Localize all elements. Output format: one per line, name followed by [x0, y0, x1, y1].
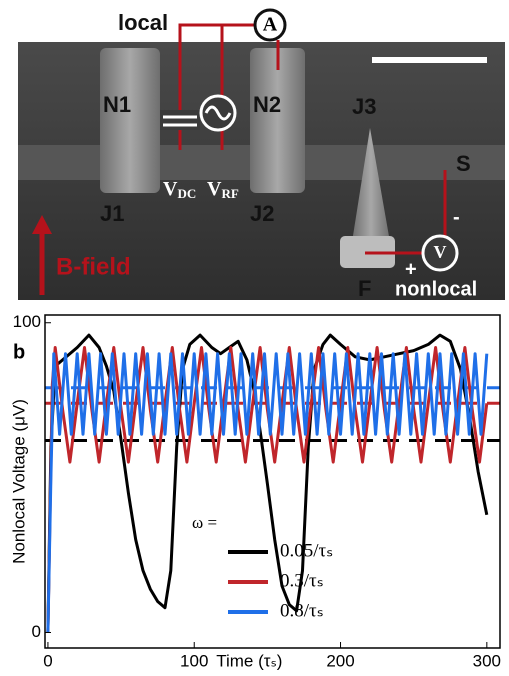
nonlocal-label: nonlocal: [395, 278, 477, 300]
n2-label: N2: [253, 92, 281, 117]
x-axis-label: Time (τₛ): [216, 651, 282, 670]
s-label: S: [456, 151, 471, 176]
sem-image: [18, 42, 505, 300]
voltmeter-symbol: [421, 234, 459, 272]
j2-label: J2: [250, 201, 274, 226]
ammeter-label: A: [263, 14, 278, 36]
chart: 0 100 0 100 200 300 Time (τₛ) Nonlocal Voltage …: [9, 312, 501, 670]
legend-label: 0.05/τₛ: [280, 540, 333, 561]
y-tick-label: 100: [13, 312, 41, 331]
vdc-base: V: [163, 178, 178, 200]
vdc-label: VDC: [163, 178, 196, 201]
x-tick-label: 100: [180, 651, 208, 670]
ammeter-symbol: [253, 8, 287, 42]
y-tick-label: 0: [32, 622, 41, 641]
wire: [178, 23, 255, 150]
legend-label: 0.3/τₛ: [280, 570, 324, 591]
vdc-sub: DC: [177, 186, 196, 201]
pillar-n2: [250, 48, 305, 193]
b-field-label: B-field: [56, 253, 131, 280]
arrow-head: [32, 215, 52, 234]
j1-label: J1: [100, 201, 124, 226]
legend-title: ω =: [192, 513, 217, 532]
plot-frame: [44, 314, 501, 649]
series-line: [46, 352, 489, 633]
vrf-label: VRF: [207, 178, 239, 201]
tip-j3: [352, 128, 390, 242]
sine-symbol: [204, 105, 232, 121]
y-axis-label: Nonlocal Voltage (μV): [9, 399, 28, 564]
capacitor-gap: [160, 110, 200, 130]
vrf-sub: RF: [221, 186, 238, 201]
n1-label: N1: [103, 92, 131, 117]
local-label: local: [118, 10, 168, 35]
x-tick-label: 200: [326, 651, 354, 670]
panel-label: b: [13, 341, 25, 363]
x-tick-label: 300: [473, 651, 501, 670]
j3-label: J3: [352, 94, 376, 119]
pillar-n1: [100, 48, 160, 193]
x-tick-label: 0: [43, 651, 52, 670]
vrf-base: V: [207, 178, 222, 200]
minus-label: -: [453, 206, 460, 228]
plus-label: +: [405, 258, 417, 280]
voltmeter-label: V: [434, 242, 447, 262]
legend-label: 0.8/τₛ: [280, 600, 324, 621]
f-label: F: [358, 276, 371, 301]
